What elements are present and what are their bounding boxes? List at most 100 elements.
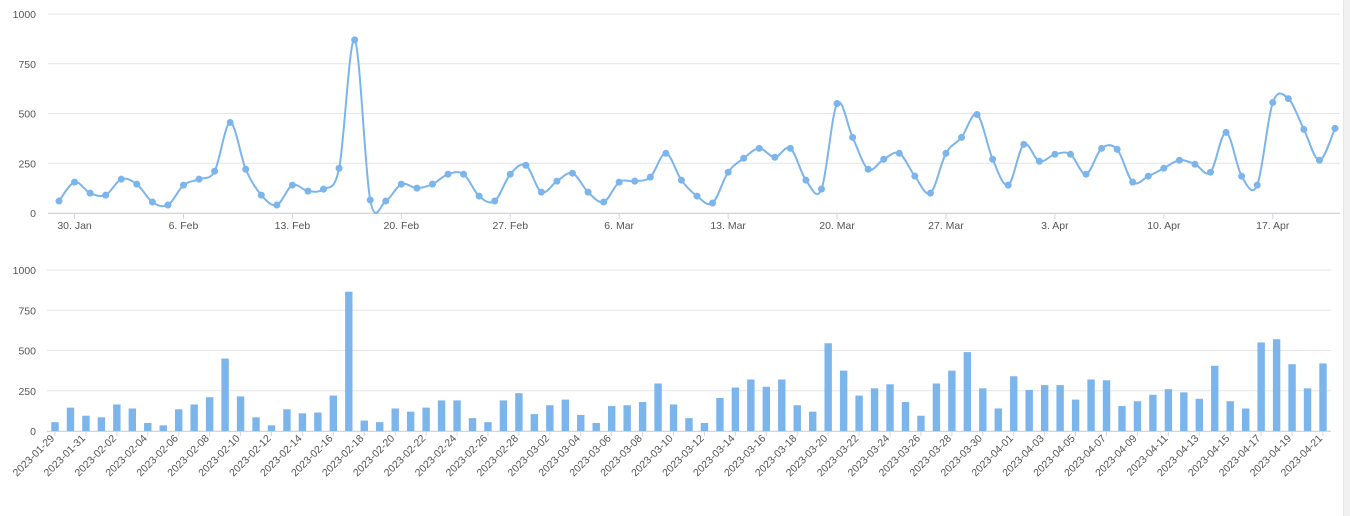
line-point — [771, 153, 779, 161]
bar — [82, 415, 90, 431]
line-point — [1253, 181, 1261, 189]
line-point — [320, 185, 328, 193]
line-point — [304, 187, 312, 195]
bar — [1071, 399, 1080, 431]
bar — [437, 400, 446, 431]
bar — [870, 388, 879, 431]
bar — [994, 408, 1002, 431]
line-point — [351, 36, 359, 44]
line-point — [942, 149, 950, 157]
bar — [267, 425, 276, 431]
bar — [1257, 342, 1265, 431]
bar — [314, 412, 322, 431]
line-point — [631, 177, 639, 185]
line-point — [1051, 150, 1059, 158]
line-point — [989, 155, 997, 163]
bar — [948, 370, 956, 431]
line-point — [740, 154, 748, 162]
bar — [97, 417, 106, 431]
line-point — [475, 192, 483, 200]
line-x-tick-label: 20. Mar — [819, 220, 855, 232]
line-point — [553, 177, 561, 185]
line-x-tick-label: 10. Apr — [1147, 220, 1181, 232]
bar — [623, 405, 631, 431]
line-point — [444, 170, 452, 178]
bar — [1180, 392, 1188, 431]
bar — [685, 418, 693, 431]
bar — [298, 413, 307, 431]
line-point — [102, 191, 110, 199]
line-point — [833, 100, 841, 108]
line-point — [600, 198, 608, 206]
bar — [1133, 401, 1142, 431]
line-point — [164, 201, 172, 209]
bar — [669, 404, 678, 431]
line-point — [615, 178, 623, 186]
line-point — [569, 169, 577, 177]
line-point — [1144, 172, 1152, 180]
bar — [484, 422, 492, 431]
line-point — [522, 161, 530, 169]
bar — [917, 415, 925, 431]
bar — [128, 408, 137, 431]
line-point — [537, 188, 545, 196]
bar — [236, 396, 245, 431]
line-point — [506, 170, 514, 178]
line-point — [709, 199, 717, 207]
line-point — [1300, 125, 1308, 133]
line-x-tick-label: 6. Feb — [169, 220, 199, 232]
line-point — [1207, 168, 1215, 176]
line-point — [1238, 172, 1246, 180]
vertical-scrollbar[interactable] — [1343, 0, 1350, 516]
line-point — [786, 144, 794, 152]
line-point — [584, 188, 592, 196]
bar — [886, 384, 894, 431]
line-point — [133, 180, 141, 188]
line-x-tick-label: 17. Apr — [1256, 220, 1290, 232]
line-point — [693, 192, 701, 200]
line-x-tick-label: 13. Mar — [710, 220, 746, 232]
bar — [855, 395, 863, 431]
line-point — [242, 165, 250, 173]
bar — [51, 422, 59, 431]
line-point — [1098, 144, 1106, 152]
bar — [345, 291, 353, 431]
bar — [499, 400, 508, 431]
line-point — [226, 118, 234, 126]
bar — [1272, 339, 1281, 431]
bar — [716, 397, 724, 431]
line-point — [1004, 181, 1012, 189]
line-x-tick-label: 3. Apr — [1041, 220, 1069, 232]
bar — [1149, 394, 1157, 431]
bar — [175, 409, 183, 431]
bar — [1102, 380, 1111, 431]
bar — [638, 402, 647, 431]
bar — [839, 370, 848, 431]
bar — [1025, 389, 1033, 431]
bar — [561, 399, 569, 431]
bar — [778, 379, 786, 431]
line-point — [1160, 164, 1168, 172]
bar-y-tick-label: 1000 — [13, 265, 37, 277]
line-point — [86, 189, 94, 197]
bar — [1040, 385, 1049, 431]
line-point — [257, 191, 265, 199]
bar — [1118, 406, 1126, 431]
line-point — [1269, 99, 1277, 107]
bar — [1211, 365, 1219, 431]
bar — [979, 388, 987, 431]
line-y-tick-label: 250 — [18, 158, 36, 170]
line-x-tick-label: 13. Feb — [275, 220, 311, 232]
bar — [406, 411, 415, 431]
bar — [607, 406, 616, 431]
line-point — [71, 178, 79, 186]
line-point — [397, 180, 405, 188]
bar — [932, 383, 941, 431]
line-point — [1129, 178, 1137, 186]
line-point — [195, 175, 203, 183]
bar — [577, 414, 585, 431]
line-point — [677, 176, 685, 184]
line-point — [273, 201, 281, 209]
bar — [1226, 401, 1234, 431]
